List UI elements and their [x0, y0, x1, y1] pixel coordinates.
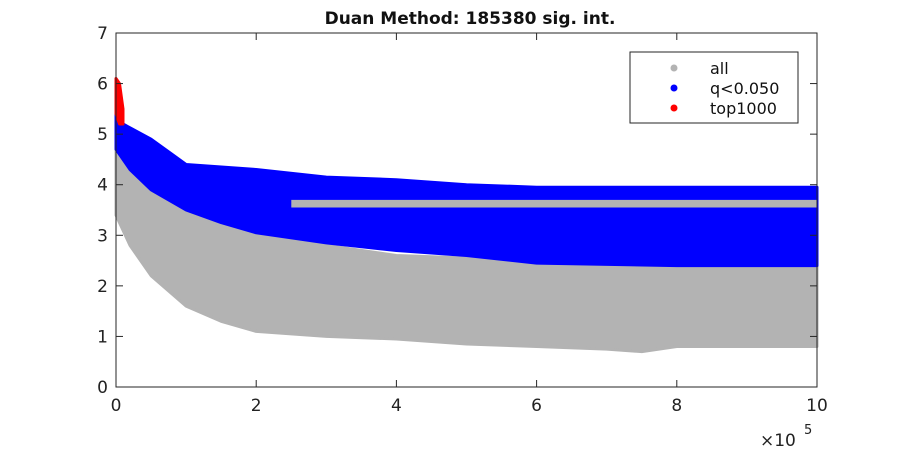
series-band	[114, 77, 125, 126]
y-tick-label: 6	[97, 75, 108, 95]
chart-title: Duan Method: 185380 sig. int.	[325, 9, 616, 29]
x-tick-label: 6	[531, 396, 542, 416]
y-tick-label: 3	[97, 226, 108, 246]
x-tick-label: 2	[251, 396, 262, 416]
x-multiplier: ×10 5	[760, 423, 812, 450]
legend-box	[629, 51, 799, 124]
legend-label: q<0.050	[710, 79, 779, 98]
y-tick-label: 2	[97, 277, 108, 297]
legend-marker	[670, 64, 678, 72]
series-top1000	[114, 77, 125, 126]
x-tick-label: 10	[806, 396, 828, 416]
y-tick-label: 0	[97, 378, 108, 398]
y-tick-label: 5	[97, 125, 108, 145]
series-gap	[291, 199, 817, 208]
legend-item: q<0.050	[670, 79, 779, 98]
x-tick-label: 8	[671, 396, 682, 416]
y-tick-label: 7	[97, 24, 108, 44]
legend-item: all	[670, 59, 729, 78]
x-multiplier-exponent: 5	[804, 423, 812, 438]
legend-item: top1000	[670, 99, 777, 118]
legend-marker	[670, 104, 678, 112]
plot-frame	[115, 32, 818, 388]
legend-label: top1000	[710, 99, 777, 118]
x-tick-label: 4	[391, 396, 402, 416]
y-tick-label: 4	[97, 176, 108, 196]
x-tick-label: 0	[111, 396, 122, 416]
y-axis: 0 1 2 3 4 5 6 7	[97, 24, 817, 398]
series-band	[114, 137, 819, 354]
legend-label: all	[710, 59, 729, 78]
legend-marker	[670, 84, 678, 92]
x-multiplier-label: ×10	[760, 431, 796, 450]
series-all	[114, 137, 819, 354]
x-axis: 0 2 4 6 8 10	[111, 33, 828, 416]
y-tick-label: 1	[97, 327, 108, 347]
